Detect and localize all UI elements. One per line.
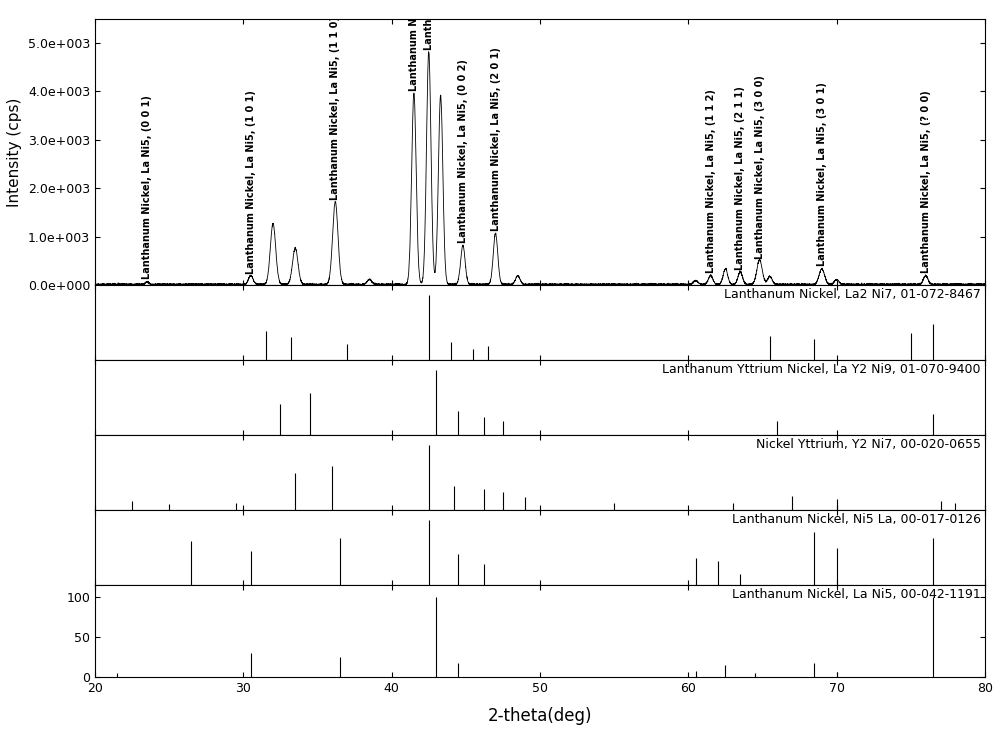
- Text: Lanthanum Nickel, La Ni5, (0 0 2): Lanthanum Nickel, La Ni5, (0 0 2): [458, 59, 468, 243]
- Text: Lanthanum Nickel, Ni5 La, 00-017-0126: Lanthanum Nickel, Ni5 La, 00-017-0126: [732, 513, 981, 525]
- Text: Lanthanum Nickel, La Ni5, (1 0 1): Lanthanum Nickel, La Ni5, (1 0 1): [246, 90, 256, 274]
- Text: Lanthanum Nickel, La Ni5, 00-042-1191: Lanthanum Nickel, La Ni5, 00-042-1191: [732, 588, 981, 601]
- Text: 2-theta(deg): 2-theta(deg): [488, 708, 592, 725]
- Text: Lanthanum Yttrium Nickel, La Y2 Ni9, 01-070-9400: Lanthanum Yttrium Nickel, La Y2 Ni9, 01-…: [662, 362, 981, 376]
- Text: Lanthanum Nickel, La Ni5, (1 1 0): Lanthanum Nickel, La Ni5, (1 1 0): [330, 16, 340, 200]
- Text: Nickel Yttrium, Y2 Ni7, 00-020-0655: Nickel Yttrium, Y2 Ni7, 00-020-0655: [756, 437, 981, 451]
- Text: Lanthanum Nickel, La Ni5, (2 1 1): Lanthanum Nickel, La Ni5, (2 1 1): [735, 86, 745, 269]
- Text: Lanthanum Nickel, La Ni5, (2 0 0): Lanthanum Nickel, La Ni5, (2 0 0): [409, 0, 419, 91]
- Y-axis label: Intensity (cps): Intensity (cps): [7, 97, 22, 207]
- Text: Lanthanum Nickel, La Ni5, (3 0 1): Lanthanum Nickel, La Ni5, (3 0 1): [817, 82, 827, 266]
- Text: Lanthanum Nickel, La Ni5, (1 1 2): Lanthanum Nickel, La Ni5, (1 1 2): [706, 89, 716, 273]
- Text: Lanthanum Nickel, La Ni5, (1 1 1): Lanthanum Nickel, La Ni5, (1 1 1): [424, 0, 434, 50]
- Text: Lanthanum Nickel, La Ni5, (? 0 0): Lanthanum Nickel, La Ni5, (? 0 0): [921, 91, 931, 273]
- Text: Lanthanum Nickel, La Ni5, (3 0 0): Lanthanum Nickel, La Ni5, (3 0 0): [755, 74, 765, 258]
- Text: Lanthanum Nickel, La2 Ni7, 01-072-8467: Lanthanum Nickel, La2 Ni7, 01-072-8467: [724, 288, 981, 301]
- Text: Lanthanum Nickel, La Ni5, (2 0 1): Lanthanum Nickel, La Ni5, (2 0 1): [491, 48, 501, 231]
- Text: Lanthanum Nickel, La Ni5, (0 0 1): Lanthanum Nickel, La Ni5, (0 0 1): [142, 95, 152, 279]
